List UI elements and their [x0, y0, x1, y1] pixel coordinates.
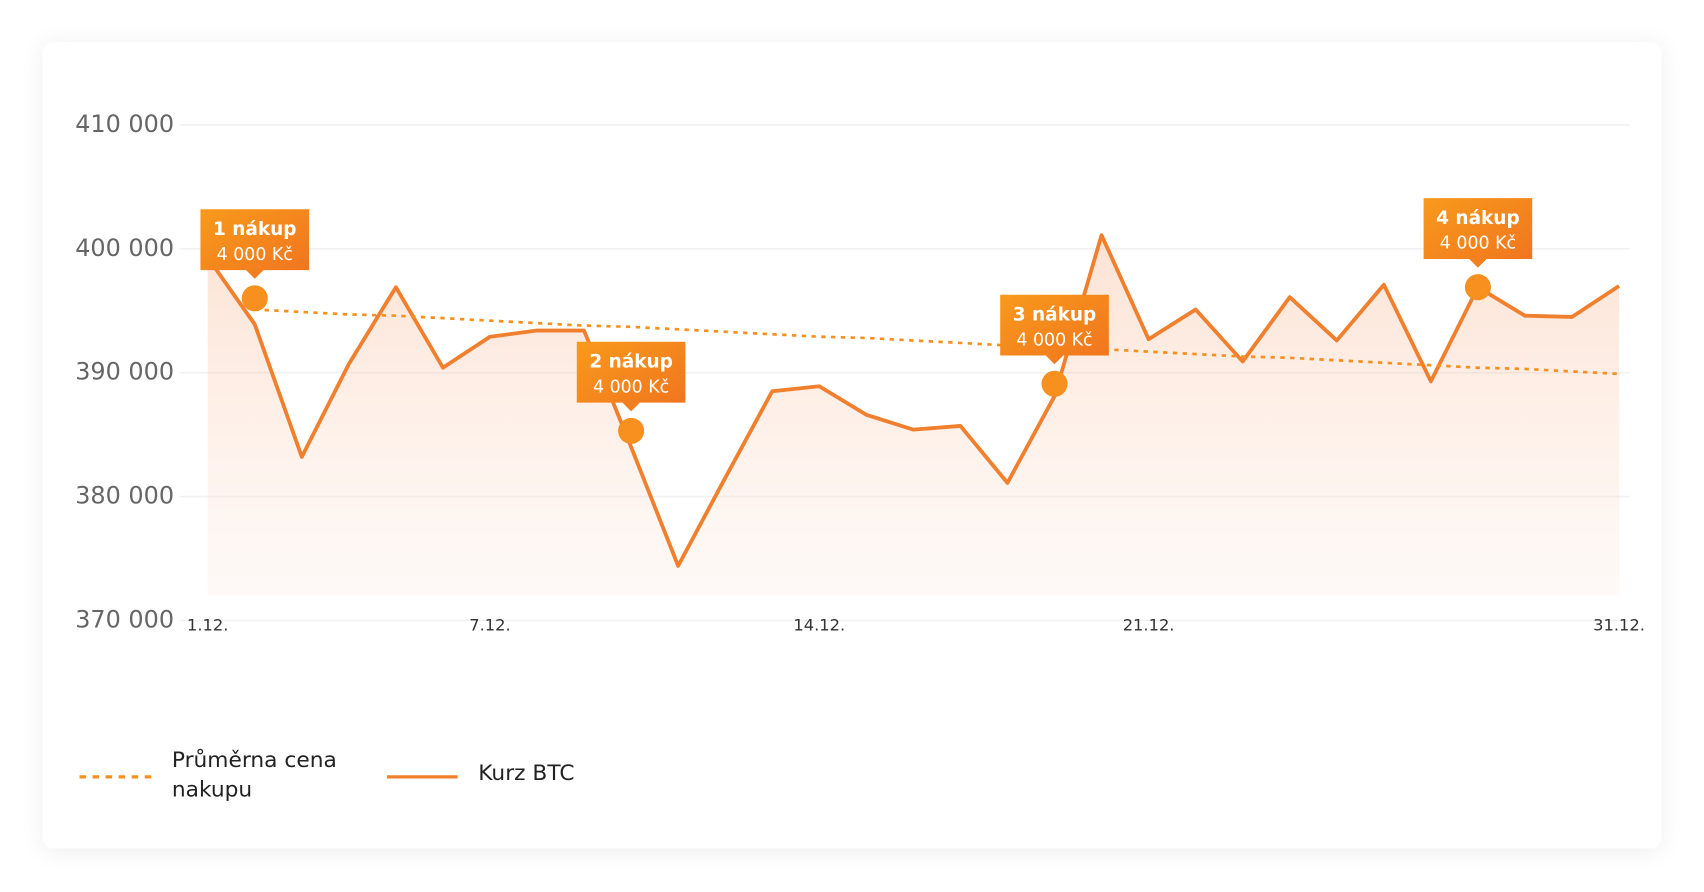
- y-tick-label: 400 000: [75, 234, 174, 262]
- tooltip-box: [200, 209, 310, 279]
- legend-text: Průměrna cena nakupu: [171, 746, 337, 802]
- x-tick-label: 31.12.: [1593, 615, 1645, 634]
- y-tick-label: 370 000: [75, 605, 174, 633]
- x-tick-label: 7.12.: [469, 615, 510, 634]
- tooltip-text: 4 000 Kč: [1016, 330, 1092, 350]
- tooltip-box: [1000, 294, 1109, 365]
- tooltip-text: 4 000 Kč: [593, 377, 669, 397]
- legend-label: Kurz BTC: [478, 759, 575, 786]
- tooltip-text: 4 000 Kč: [1440, 234, 1516, 254]
- area: [207, 235, 1620, 596]
- tooltip-title: 1 nákup: [213, 219, 297, 240]
- tooltip-title: 4 nákup: [1436, 208, 1520, 229]
- x-tick-label: 21.12.: [1123, 615, 1175, 634]
- y-tick-label: 380 000: [75, 482, 174, 510]
- tooltip-text: 4 000 Kč: [217, 245, 293, 265]
- legend: Průměrna cena nakupu Kurz BTC: [79, 746, 575, 802]
- purchase-marker: [241, 285, 268, 312]
- legend-label: Průměrna cena nakupu: [171, 746, 337, 802]
- tooltip-box: [576, 341, 686, 412]
- purchase-tooltip: 4 nákup 4 000 Kč: [1423, 198, 1533, 268]
- y-tick-label: 410 000: [75, 110, 174, 138]
- x-tick-label: 14.12.: [793, 615, 845, 634]
- x-tick-label: 1.12.: [187, 615, 228, 634]
- legend-text: Kurz BTC: [478, 759, 575, 786]
- tooltip-title: 2 nákup: [589, 351, 673, 372]
- purchase-tooltip: 2 nákup 4 000 Kč: [576, 341, 686, 412]
- purchase-tooltip: 3 nákup 4 000 Kč: [1000, 294, 1109, 365]
- y-tick-label: 390 000: [75, 358, 174, 386]
- purchase-marker: [1041, 370, 1068, 397]
- tooltip-box: [1423, 198, 1533, 268]
- average-line: [254, 308, 1620, 376]
- tooltip-title: 3 nákup: [1013, 304, 1097, 325]
- price-line: [206, 233, 1621, 568]
- purchase-marker: [1464, 274, 1491, 301]
- purchase-marker: [618, 417, 645, 444]
- purchase-tooltip: 1 nákup 4 000 Kč: [200, 209, 310, 279]
